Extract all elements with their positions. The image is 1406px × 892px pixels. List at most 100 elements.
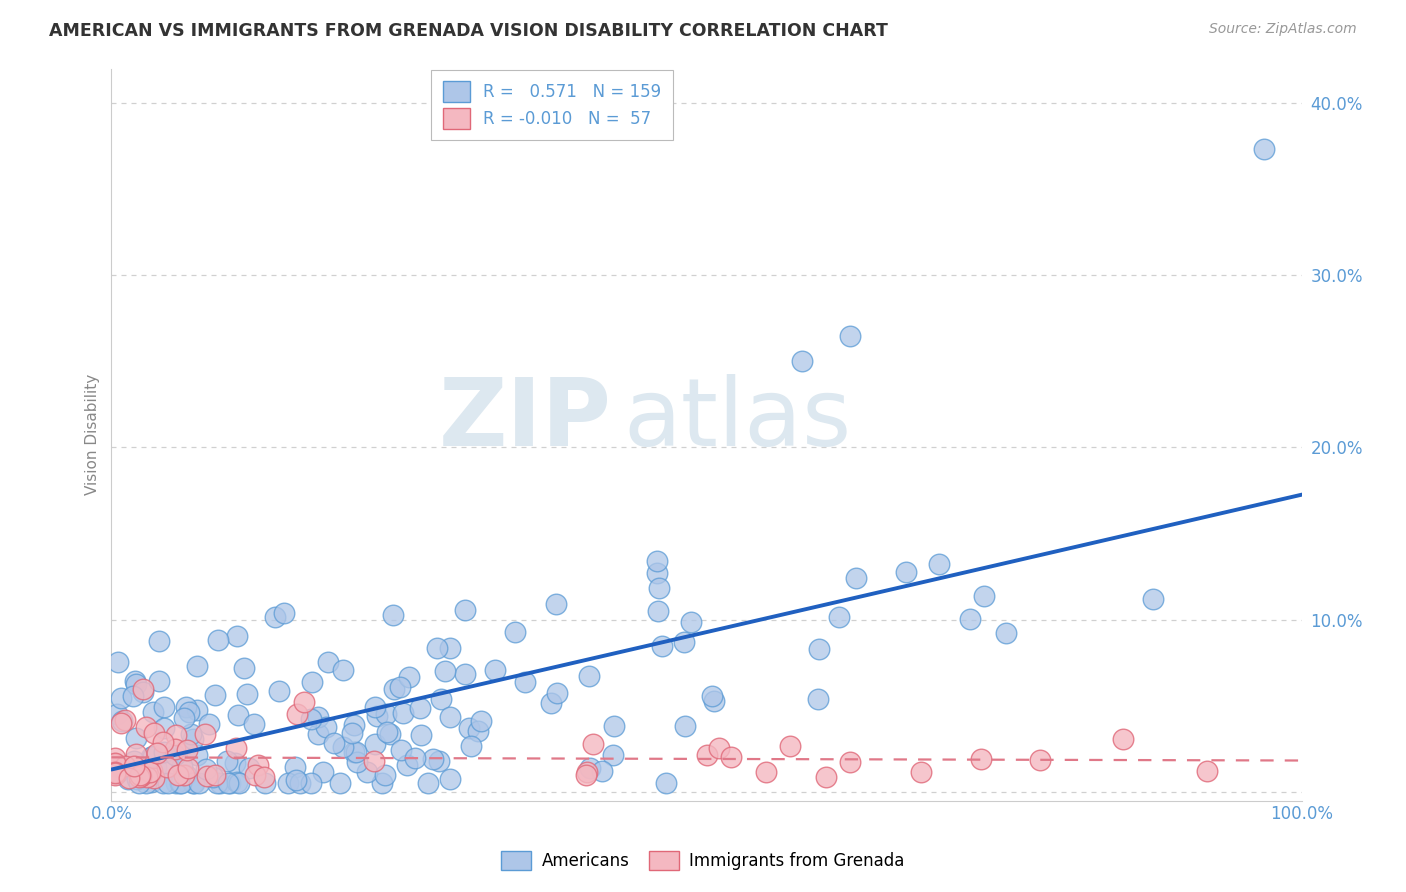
Point (579, 761, 602, 775)
Point (375, 725, 398, 739)
Point (124, 731, 146, 746)
Point (105, 707, 128, 722)
Point (1029, 753, 1052, 767)
Point (389, 743, 412, 757)
Point (142, 705, 165, 719)
Point (186, 659, 208, 673)
Point (356, 764, 378, 779)
Point (720, 750, 742, 764)
Point (959, 612, 981, 626)
Point (174, 699, 197, 714)
Point (467, 723, 489, 738)
Point (484, 663, 506, 677)
Point (453, 603, 475, 617)
Point (285, 707, 308, 722)
Point (153, 699, 176, 714)
Point (845, 571, 868, 585)
Point (141, 764, 163, 779)
Point (225, 741, 247, 756)
Point (696, 748, 718, 763)
Point (202, 770, 225, 784)
Point (135, 776, 157, 790)
Point (132, 681, 155, 696)
Point (375, 706, 398, 721)
Point (174, 768, 197, 782)
Point (204, 768, 226, 782)
Point (172, 759, 194, 773)
Point (470, 714, 492, 728)
Point (284, 759, 307, 773)
Point (118, 771, 141, 785)
Point (540, 697, 562, 711)
Point (173, 768, 195, 782)
Point (307, 727, 329, 741)
Point (576, 765, 599, 780)
Point (148, 633, 170, 648)
Point (238, 761, 260, 775)
Point (253, 776, 276, 790)
Point (110, 691, 132, 706)
Point (346, 755, 368, 769)
Point (973, 589, 995, 603)
Point (111, 714, 134, 729)
Point (198, 716, 221, 731)
Point (363, 754, 385, 768)
Point (910, 764, 932, 779)
Point (603, 719, 626, 733)
Point (157, 776, 180, 790)
Point (174, 743, 197, 757)
Point (139, 750, 162, 764)
Text: AMERICAN VS IMMIGRANTS FROM GRENADA VISION DISABILITY CORRELATION CHART: AMERICAN VS IMMIGRANTS FROM GRENADA VISI… (49, 22, 889, 40)
Point (312, 765, 335, 780)
Text: atlas: atlas (623, 374, 852, 466)
Point (329, 776, 352, 790)
Point (204, 688, 226, 702)
Legend: R =   0.571   N = 159, R = -0.010   N =  57: R = 0.571 N = 159, R = -0.010 N = 57 (432, 70, 672, 140)
Point (672, 635, 695, 649)
Point (181, 731, 204, 746)
Point (651, 639, 673, 653)
Point (969, 752, 991, 766)
Point (408, 701, 430, 715)
Point (208, 776, 231, 790)
Point (433, 664, 456, 678)
Point (416, 776, 439, 790)
Point (655, 776, 678, 790)
Point (128, 767, 150, 781)
Point (104, 757, 127, 772)
Point (581, 737, 603, 751)
Point (398, 670, 420, 684)
Point (104, 750, 127, 764)
Point (396, 758, 419, 772)
Point (544, 597, 567, 611)
Point (194, 727, 217, 741)
Point (374, 767, 396, 781)
Point (183, 776, 205, 790)
Point (430, 692, 453, 706)
Point (315, 720, 337, 734)
Point (104, 765, 127, 780)
Point (224, 756, 246, 770)
Point (186, 748, 208, 763)
Point (124, 754, 146, 768)
Point (439, 640, 461, 655)
Point (195, 769, 218, 783)
Point (838, 328, 860, 343)
Point (110, 715, 132, 730)
Point (292, 695, 315, 709)
Point (928, 557, 950, 571)
Point (122, 759, 145, 773)
Point (107, 655, 129, 669)
Point (166, 776, 188, 790)
Point (814, 770, 837, 784)
Point (316, 655, 339, 669)
Point (645, 554, 668, 568)
Point (169, 776, 191, 790)
Point (104, 766, 127, 780)
Point (503, 624, 526, 639)
Point (145, 760, 167, 774)
Point (828, 609, 851, 624)
Point (322, 736, 344, 750)
Point (105, 765, 128, 780)
Point (277, 776, 299, 790)
